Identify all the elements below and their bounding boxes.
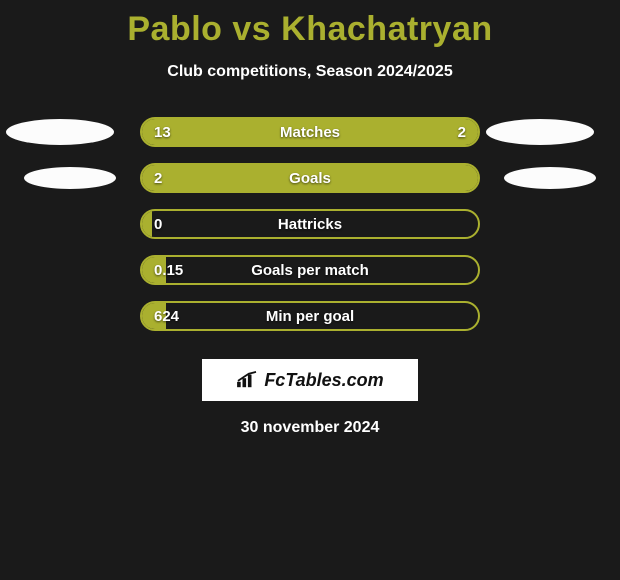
stat-label: Min per goal bbox=[142, 303, 478, 329]
player-right-marker bbox=[504, 167, 596, 189]
player-left-marker bbox=[6, 119, 114, 145]
stat-bar: 0Hattricks bbox=[140, 209, 480, 239]
stat-row: 2Goals bbox=[0, 155, 620, 201]
barchart-icon bbox=[236, 371, 258, 389]
stat-label: Matches bbox=[142, 119, 478, 145]
page-title: Pablo vs Khachatryan bbox=[0, 0, 620, 49]
comparison-stage: 132Matches 2Goals 0Hattricks 0.15Goals per … bbox=[0, 109, 620, 339]
stat-label: Goals bbox=[142, 165, 478, 191]
player-right-marker bbox=[486, 119, 594, 145]
stat-bar: 132Matches bbox=[140, 117, 480, 147]
stat-label: Goals per match bbox=[142, 257, 478, 283]
stat-row: 0.15Goals per match bbox=[0, 247, 620, 293]
stat-row: 624Min per goal bbox=[0, 293, 620, 339]
stat-row: 132Matches bbox=[0, 109, 620, 155]
stat-bar: 624Min per goal bbox=[140, 301, 480, 331]
logo-box: FcTables.com bbox=[202, 359, 418, 401]
stat-bar: 0.15Goals per match bbox=[140, 255, 480, 285]
player-left-marker bbox=[24, 167, 116, 189]
stat-row: 0Hattricks bbox=[0, 201, 620, 247]
stat-bar: 2Goals bbox=[140, 163, 480, 193]
date-label: 30 november 2024 bbox=[0, 419, 620, 437]
logo-text: FcTables.com bbox=[264, 370, 383, 391]
stat-label: Hattricks bbox=[142, 211, 478, 237]
subtitle: Club competitions, Season 2024/2025 bbox=[0, 63, 620, 81]
